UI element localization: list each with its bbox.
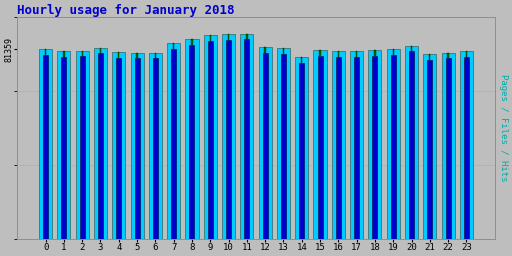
Bar — [61, 57, 67, 239]
Bar — [209, 35, 211, 41]
Bar — [228, 34, 229, 40]
Bar — [76, 51, 89, 239]
Bar — [100, 48, 101, 53]
Bar — [411, 46, 412, 51]
Bar — [313, 50, 327, 239]
Bar — [368, 50, 381, 239]
Bar — [259, 47, 272, 239]
Bar — [447, 53, 449, 58]
Bar — [226, 40, 231, 239]
Bar — [112, 52, 125, 239]
Bar — [171, 49, 176, 239]
Y-axis label: Pages / Files / Hits: Pages / Files / Hits — [499, 74, 508, 182]
Bar — [80, 56, 84, 239]
Bar — [222, 34, 235, 239]
Bar — [356, 51, 357, 57]
Bar — [374, 50, 376, 56]
Bar — [136, 53, 138, 58]
Bar — [189, 45, 195, 239]
Bar — [246, 34, 247, 39]
Bar — [466, 51, 467, 57]
Bar — [299, 63, 304, 239]
Bar — [153, 58, 158, 239]
Bar — [387, 49, 400, 239]
Bar — [332, 51, 345, 239]
Bar — [464, 57, 469, 239]
Bar — [43, 55, 48, 239]
Bar — [204, 35, 217, 239]
Bar — [240, 34, 253, 239]
Bar — [57, 51, 71, 239]
Bar — [354, 57, 359, 239]
Bar — [338, 51, 339, 57]
Bar — [63, 51, 65, 57]
Bar — [98, 53, 103, 239]
Bar — [208, 41, 213, 239]
Bar — [185, 39, 199, 239]
Text: Hourly usage for January 2018: Hourly usage for January 2018 — [17, 4, 235, 17]
Bar — [441, 53, 455, 239]
Bar — [244, 39, 249, 239]
Bar — [45, 49, 46, 55]
Bar — [94, 48, 107, 239]
Bar — [135, 58, 140, 239]
Bar — [167, 43, 180, 239]
Bar — [39, 49, 52, 239]
Bar — [428, 60, 432, 239]
Bar — [149, 53, 162, 239]
Bar — [277, 48, 290, 239]
Bar — [173, 43, 174, 49]
Bar — [118, 52, 119, 58]
Bar — [372, 56, 377, 239]
Bar — [295, 57, 308, 239]
Bar — [191, 39, 193, 45]
Bar — [423, 54, 436, 239]
Bar — [155, 53, 156, 58]
Bar — [116, 58, 121, 239]
Bar — [281, 54, 286, 239]
Bar — [317, 56, 323, 239]
Bar — [81, 51, 83, 56]
Bar — [350, 51, 363, 239]
Bar — [393, 49, 394, 55]
Bar — [429, 54, 431, 60]
Bar — [319, 50, 321, 56]
Bar — [263, 53, 268, 239]
Bar — [336, 57, 341, 239]
Bar — [460, 51, 473, 239]
Bar — [391, 55, 396, 239]
Bar — [405, 46, 418, 239]
Bar — [283, 48, 284, 54]
Bar — [131, 53, 144, 239]
Bar — [409, 51, 414, 239]
Bar — [301, 57, 303, 63]
Bar — [265, 47, 266, 53]
Bar — [445, 58, 451, 239]
